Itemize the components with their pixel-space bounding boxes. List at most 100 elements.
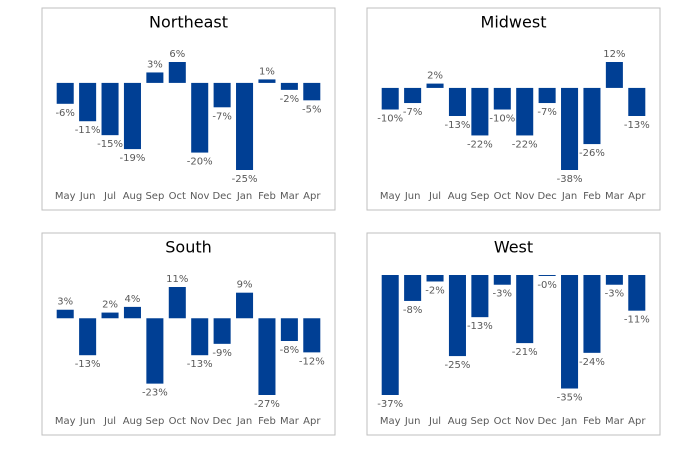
bar [516,87,534,136]
data-label: -7% [212,111,231,122]
data-label: -20% [187,157,213,168]
x-tick-label: Jul [103,191,116,202]
data-label: -15% [97,139,123,150]
data-label: -35% [557,393,583,404]
panel-frame [41,7,336,211]
x-tick-label: Jul [428,191,441,202]
x-tick-label: Sep [145,416,164,427]
bar [426,83,444,88]
data-label: -38% [557,174,583,185]
x-tick-label: Aug [448,416,468,427]
x-tick-label: Dec [537,191,556,202]
x-tick-label: Feb [258,416,276,427]
panel-frame [366,232,661,436]
data-label: -37% [377,399,403,410]
bar [628,87,646,116]
data-label: -3% [605,289,624,300]
data-label: -7% [537,107,556,118]
bar [605,62,623,88]
panel-frame [41,232,336,436]
bar [101,82,119,136]
bar [471,87,489,136]
x-tick-label: Sep [470,416,489,427]
data-label: -24% [579,357,605,368]
bar [213,82,231,108]
x-tick-label: Oct [169,416,186,427]
data-label: -12% [299,356,325,367]
bar [628,275,646,311]
x-tick-label: Jun [404,416,421,427]
bar [146,72,164,83]
x-tick-label: Sep [145,191,164,202]
data-label: -27% [254,399,280,410]
x-tick-label: Apr [628,416,646,427]
data-label: -9% [212,348,231,359]
bar [168,287,186,319]
data-label: -11% [75,125,101,136]
bar [404,275,422,301]
bar [561,87,579,170]
data-label: -23% [142,388,168,399]
bar [258,79,276,83]
data-label: -2% [425,285,444,296]
x-tick-label: Oct [169,191,186,202]
bar [123,82,141,150]
data-label: -13% [624,120,650,131]
x-tick-label: May [55,191,76,202]
data-label: -3% [493,289,512,300]
x-tick-label: Sep [470,191,489,202]
panel-title: Northeast [149,13,228,32]
x-tick-label: Jun [404,191,421,202]
bar [381,275,399,395]
data-label: -25% [232,174,258,185]
bar [471,275,489,318]
data-label: 4% [125,294,141,305]
x-tick-label: Jun [79,416,96,427]
panel-frame [366,7,661,211]
panel-title: West [494,238,533,257]
x-tick-label: Aug [123,416,143,427]
bar [101,312,119,319]
data-label: -21% [512,347,538,358]
bar [280,318,298,341]
data-label: -0% [537,280,556,291]
data-label: -10% [489,114,515,125]
bar [236,82,254,170]
bar [258,318,276,395]
x-tick-label: May [380,191,401,202]
x-tick-label: Jan [236,416,252,427]
x-tick-label: Jan [236,191,252,202]
x-tick-label: Feb [583,191,601,202]
bar [303,318,321,353]
bar [56,82,74,104]
data-label: -2% [280,94,299,105]
data-label: -11% [624,315,650,326]
x-tick-label: Jun [79,191,96,202]
x-tick-label: Apr [628,191,646,202]
x-tick-label: Nov [515,416,535,427]
data-label: -13% [445,120,471,131]
x-tick-label: Dec [212,191,231,202]
bar [404,87,422,104]
data-label: -25% [445,360,471,371]
data-label: 2% [427,71,443,82]
x-tick-label: Apr [303,191,321,202]
x-tick-label: Dec [212,416,231,427]
x-tick-label: Mar [605,191,625,202]
data-label: 12% [603,49,625,60]
data-label: 3% [57,297,73,308]
bar [381,87,399,110]
x-tick-label: Mar [280,191,300,202]
data-label: -10% [377,114,403,125]
x-tick-label: Mar [605,416,625,427]
bar [303,82,321,101]
bar [538,275,556,276]
bar [123,306,141,319]
x-tick-label: Feb [258,191,276,202]
x-tick-label: Aug [448,191,468,202]
data-label: -22% [512,139,538,150]
data-label: 6% [169,49,185,60]
bar [56,309,74,319]
bar [561,275,579,389]
